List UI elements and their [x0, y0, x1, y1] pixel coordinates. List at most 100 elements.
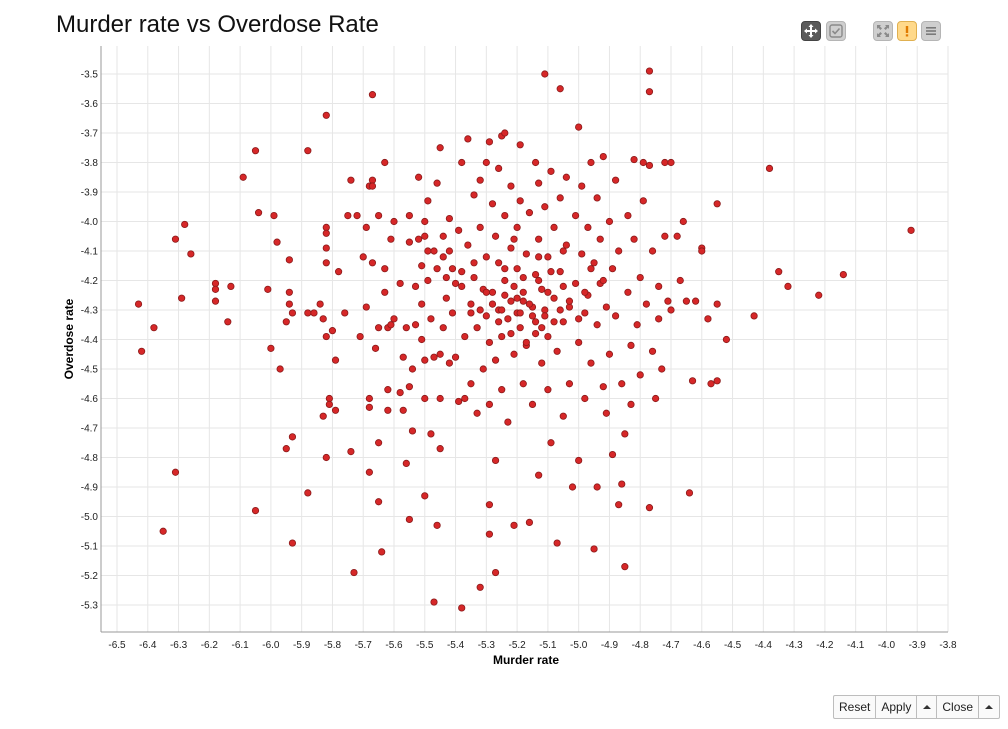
data-point[interactable] [519, 273, 527, 282]
data-point[interactable] [344, 212, 352, 220]
data-point[interactable] [713, 377, 721, 385]
data-point[interactable] [362, 223, 370, 231]
data-point[interactable] [285, 300, 293, 308]
data-point[interactable] [599, 383, 607, 391]
data-point[interactable] [593, 194, 601, 202]
data-point[interactable] [399, 353, 407, 361]
data-point[interactable] [421, 356, 429, 364]
data-point[interactable] [605, 350, 614, 358]
data-point[interactable] [667, 158, 675, 167]
data-point[interactable] [636, 273, 644, 282]
data-point[interactable] [485, 138, 494, 146]
data-point[interactable] [402, 459, 410, 467]
data-point[interactable] [482, 253, 490, 261]
data-point[interactable] [424, 247, 432, 255]
data-point[interactable] [547, 268, 555, 276]
data-point[interactable] [645, 67, 654, 75]
data-point[interactable] [707, 380, 715, 388]
data-point[interactable] [575, 338, 583, 347]
data-point[interactable] [578, 182, 586, 190]
data-point[interactable] [464, 135, 472, 143]
data-point[interactable] [381, 288, 389, 296]
data-point[interactable] [368, 259, 377, 267]
data-point[interactable] [575, 315, 583, 323]
data-point[interactable] [713, 200, 721, 208]
data-point[interactable] [356, 332, 364, 341]
data-point[interactable] [642, 300, 650, 308]
data-point[interactable] [559, 318, 567, 326]
data-point[interactable] [467, 300, 475, 308]
data-point[interactable] [375, 439, 383, 447]
data-point[interactable] [359, 253, 367, 261]
apply-button[interactable]: Apply [876, 696, 918, 718]
data-point[interactable] [593, 321, 601, 329]
data-point[interactable] [362, 303, 370, 311]
data-point[interactable] [488, 288, 497, 296]
data-point[interactable] [571, 212, 580, 220]
data-point[interactable] [553, 539, 561, 547]
data-point[interactable] [285, 256, 293, 264]
data-point[interactable] [661, 158, 669, 167]
data-point[interactable] [390, 315, 398, 323]
data-point[interactable] [211, 285, 220, 293]
data-point[interactable] [282, 318, 290, 326]
data-point[interactable] [556, 306, 564, 314]
data-point[interactable] [602, 303, 610, 311]
data-point[interactable] [522, 338, 530, 347]
data-point[interactable] [319, 412, 327, 420]
data-point[interactable] [171, 468, 180, 476]
data-point[interactable] [556, 85, 564, 93]
data-point[interactable] [365, 394, 373, 403]
data-point[interactable] [439, 324, 447, 332]
data-point[interactable] [611, 176, 620, 184]
pan-icon[interactable] [801, 21, 821, 41]
data-point[interactable] [304, 147, 312, 155]
data-point[interactable] [565, 303, 574, 311]
data-point[interactable] [541, 312, 549, 320]
data-point[interactable] [562, 241, 570, 249]
data-point[interactable] [479, 365, 487, 373]
data-point[interactable] [661, 232, 669, 240]
data-point[interactable] [531, 158, 540, 167]
data-point[interactable] [578, 250, 586, 258]
data-point[interactable] [501, 291, 509, 299]
data-point[interactable] [187, 250, 195, 258]
data-point[interactable] [436, 394, 444, 403]
data-point[interactable] [405, 212, 413, 220]
data-point[interactable] [411, 282, 420, 290]
data-point[interactable] [476, 306, 484, 314]
data-point[interactable] [482, 312, 490, 320]
data-point[interactable] [322, 223, 330, 231]
data-point[interactable] [282, 445, 290, 453]
data-point[interactable] [350, 568, 358, 577]
data-point[interactable] [556, 194, 564, 202]
data-point[interactable] [418, 335, 426, 344]
data-point[interactable] [581, 309, 589, 317]
data-point[interactable] [531, 329, 540, 338]
data-point[interactable] [482, 158, 490, 167]
data-point[interactable] [541, 203, 549, 211]
data-point[interactable] [658, 365, 666, 373]
data-point[interactable] [288, 433, 297, 441]
data-point[interactable] [618, 480, 626, 488]
data-point[interactable] [408, 427, 417, 435]
data-point[interactable] [273, 238, 281, 246]
data-point[interactable] [599, 153, 607, 161]
data-point[interactable] [448, 265, 457, 273]
data-point[interactable] [396, 279, 404, 288]
data-point[interactable] [424, 197, 432, 205]
data-point[interactable] [405, 383, 413, 391]
data-point[interactable] [645, 88, 654, 96]
data-point[interactable] [387, 321, 395, 329]
data-point[interactable] [652, 394, 660, 403]
data-point[interactable] [458, 268, 466, 276]
data-point[interactable] [381, 158, 389, 167]
data-point[interactable] [544, 253, 552, 261]
data-point[interactable] [288, 539, 297, 547]
data-point[interactable] [559, 247, 567, 255]
data-point[interactable] [510, 235, 518, 243]
data-point[interactable] [322, 332, 330, 341]
warning-icon[interactable] [897, 21, 917, 41]
data-point[interactable] [415, 235, 423, 243]
data-point[interactable] [618, 380, 626, 388]
